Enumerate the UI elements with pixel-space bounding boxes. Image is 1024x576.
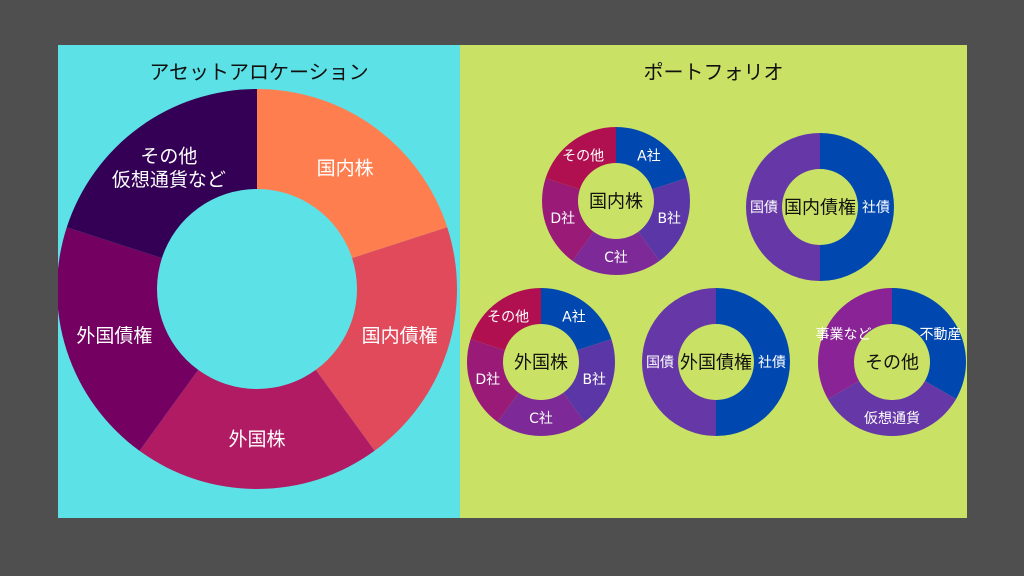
portfolio-segment-label: C社 (529, 411, 553, 427)
portfolio-segment (616, 127, 687, 190)
portfolio-donut-center-label: 国内株 (589, 191, 643, 212)
portfolio-donut-center-label: 外国株 (514, 352, 568, 373)
portfolio-segment-label: A社 (562, 310, 586, 326)
portfolio-segment (542, 178, 594, 261)
portfolio-segment-label: D社 (550, 211, 575, 227)
allocation-segment (66, 89, 257, 259)
portfolio-segment (497, 392, 585, 436)
portfolio-segment (541, 288, 612, 351)
portfolio-segment-label: 国債 (750, 200, 778, 216)
portfolio-segment-label: その他 (562, 149, 604, 165)
portfolio-segment-label: D社 (475, 372, 500, 388)
portfolio-segment-label: その他 (487, 310, 529, 326)
portfolio-segment (716, 288, 790, 436)
portfolio-segment-label: A社 (637, 149, 661, 165)
allocation-segment-label: 国内株 (317, 157, 374, 179)
portfolio-segment (820, 133, 894, 281)
portfolio-donut-center-label: その他 (865, 352, 919, 373)
allocation-segment (58, 227, 199, 451)
portfolio-donut-center-label: 外国債権 (680, 352, 752, 373)
allocation-segment (257, 89, 448, 259)
portfolio-segment (827, 380, 957, 437)
portfolio-segment (563, 339, 615, 422)
portfolio-segment-label: 仮想通貨 (864, 410, 920, 427)
portfolio-panel: ポートフォリオ A社 B社 C社 D社 その他 国内株 社債 国債 国内債権 A社 B社 C社 D社 その… (460, 45, 967, 518)
portfolio-segment-label: 不動産 (919, 327, 961, 343)
portfolio-segment (638, 178, 690, 261)
portfolio-segment (572, 231, 660, 275)
portfolio-segment (467, 339, 519, 422)
portfolio-segment (545, 127, 616, 190)
portfolio-title: ポートフォリオ (643, 60, 784, 84)
portfolio-segment-label: B社 (582, 372, 606, 388)
allocation-segment-label: その他仮想通貨など (112, 145, 226, 191)
portfolio-segment (642, 288, 716, 436)
asset-allocation-title: アセットアロケーション (149, 60, 369, 84)
portfolio-segment (746, 133, 820, 281)
portfolio-segment-label: 事業など (815, 327, 871, 343)
portfolio-segment (892, 288, 966, 399)
allocation-segment-label: 国内債権 (362, 325, 438, 347)
portfolio-donut-center-label: 国内債権 (784, 197, 856, 218)
allocation-segment-label: 外国債権 (76, 325, 152, 347)
portfolio-segment-label: C社 (604, 250, 628, 266)
portfolio-segment-label: 国債 (646, 355, 674, 371)
portfolio-segment-label: B社 (657, 211, 681, 227)
portfolio-segment (470, 288, 541, 351)
portfolio-segment-label: 社債 (758, 355, 786, 371)
portfolio-segment-label: 社債 (862, 200, 890, 216)
asset-allocation-panel: アセットアロケーション 国内株国内債権外国株 外国債権 その他仮想通貨など (58, 45, 460, 518)
allocation-segment (315, 227, 457, 451)
allocation-segment (139, 369, 375, 489)
portfolio-segment (818, 288, 892, 400)
allocation-segment-label: 外国株 (228, 429, 285, 451)
